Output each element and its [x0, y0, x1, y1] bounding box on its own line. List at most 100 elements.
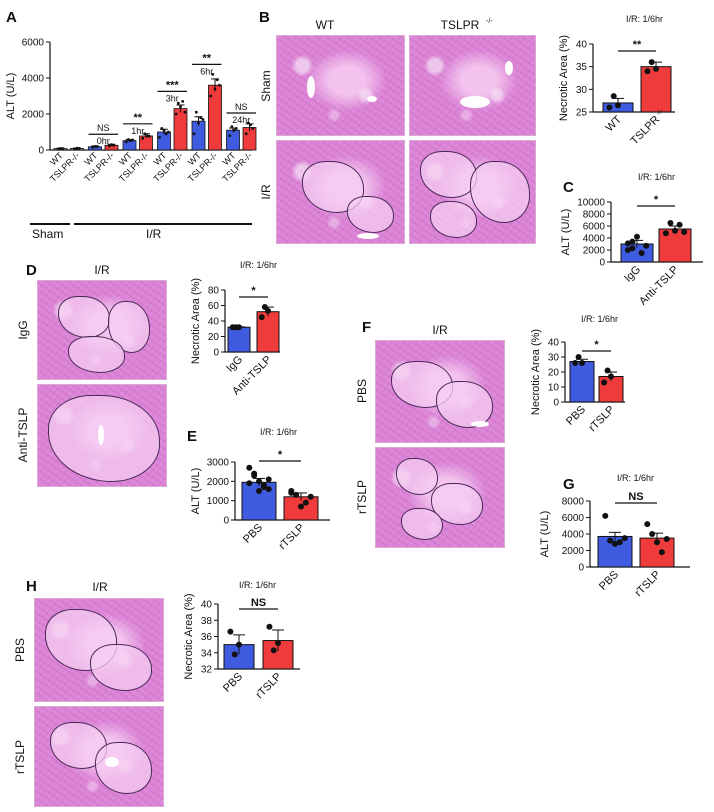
- e-data-point: [246, 480, 253, 487]
- a-data-point: [251, 126, 255, 130]
- b-category-sup: -/-: [655, 107, 665, 117]
- a-data-point: [56, 147, 60, 151]
- group-label-ir: I/R: [146, 227, 162, 241]
- h-header: I/R: [92, 580, 108, 594]
- d-data-point: [265, 307, 271, 314]
- f-row2: rTSLP: [355, 480, 369, 514]
- c-ytick-label: 6000: [583, 222, 606, 233]
- e-category-label: PBS: [241, 522, 265, 546]
- g-data-point: [644, 521, 651, 528]
- a-data-point: [129, 139, 133, 143]
- b-col-wt: WT: [316, 18, 335, 32]
- f-y-label: Necrotic Area (%): [530, 329, 542, 415]
- b-data-point: [606, 104, 613, 111]
- f-bar: [569, 361, 595, 403]
- a-data-point: [197, 121, 200, 125]
- c-category-label: IgG: [622, 264, 643, 285]
- b-category-label: TSLPR: [629, 114, 663, 148]
- h-data-point: [227, 628, 234, 635]
- h-sig-label: NS: [251, 597, 266, 609]
- histology-b-ko-sham: [409, 35, 536, 136]
- panel-letter-a: A: [6, 9, 17, 26]
- e-data-point: [246, 464, 253, 471]
- c-ytick-label: 8000: [583, 210, 606, 221]
- a-sig-label: NS: [235, 102, 248, 112]
- a-timepoint-label: 6hr: [200, 66, 213, 76]
- a-data-point: [147, 134, 151, 138]
- a-data-point: [176, 101, 180, 105]
- g-data-point: [607, 537, 614, 544]
- e-chart-title: I/R: 1/6hr: [260, 427, 297, 437]
- f-ytick-label: 30: [548, 353, 560, 364]
- group-label-sham: Sham: [32, 227, 63, 241]
- g-data-point: [621, 535, 628, 542]
- h-ytick-label: 32: [201, 665, 213, 676]
- a-data-point: [249, 123, 253, 127]
- a-data-point: [230, 125, 234, 128]
- histology-h-pbs: [34, 598, 164, 702]
- e-data-point: [302, 499, 309, 506]
- c-y-label: ALT (U/L): [560, 209, 572, 256]
- c-ytick-label: 2000: [583, 246, 606, 257]
- a-data-point: [234, 126, 238, 130]
- a-data-point: [218, 83, 221, 87]
- a-data-point: [228, 134, 232, 138]
- d-sig-label: *: [251, 285, 256, 297]
- f-category-label: rTSLP: [587, 404, 618, 435]
- c-data-point: [624, 240, 631, 247]
- h-chart-title: I/R: 1/6hr: [239, 580, 276, 590]
- a-data-point: [112, 143, 116, 147]
- a-data-point: [199, 116, 203, 119]
- g-data-point: [654, 539, 660, 546]
- a-data-point: [107, 144, 111, 148]
- e-data-point: [260, 484, 267, 491]
- e-ytick-label: 2000: [207, 477, 230, 488]
- h-ytick-label: 36: [201, 632, 213, 643]
- c-ytick-label: 0: [599, 258, 605, 269]
- b-col-ko-sup: -/-: [486, 18, 493, 25]
- b-ytick-label: 40: [576, 40, 588, 51]
- b-col-ko: TSLPR: [441, 18, 480, 32]
- f-ytick-label: 10: [548, 383, 560, 394]
- a-data-point: [158, 136, 162, 139]
- a-data-point: [244, 132, 248, 136]
- d-chart-title: I/R: 1/6hr: [240, 260, 277, 270]
- d-row2: Anti-TSLP: [16, 408, 30, 463]
- c-chart-title: I/R: 1/6hr: [638, 172, 675, 182]
- a-sig-label: NS: [97, 123, 110, 133]
- a-data-point: [174, 112, 178, 116]
- a-data-point: [247, 121, 250, 125]
- b-data-point: [615, 102, 621, 109]
- g-data-point: [663, 535, 670, 542]
- g-data-point: [658, 549, 665, 556]
- a-sig-label: ***: [166, 79, 180, 91]
- h-data-point: [266, 623, 273, 630]
- b-y-label: Necrotic Area (%): [558, 35, 570, 121]
- d-ytick-label: 60: [208, 301, 220, 312]
- c-sig-label: *: [654, 194, 659, 206]
- h-data-point: [231, 651, 238, 658]
- a-data-point: [61, 147, 65, 150]
- h-row1: PBS: [13, 638, 27, 662]
- h-y-label: Necrotic Area (%): [183, 593, 195, 679]
- h-row2: rTSLP: [13, 740, 27, 774]
- a-data-point: [110, 143, 113, 147]
- a-ytick-label: 0: [38, 146, 44, 157]
- panel-letter-f: F: [362, 319, 371, 336]
- e-ytick-label: 3000: [207, 458, 230, 469]
- f-data-point: [579, 360, 585, 366]
- a-data-point: [143, 132, 147, 136]
- histology-f-pbs: [375, 340, 505, 443]
- panel-letter-h: H: [26, 578, 37, 595]
- a-data-point: [91, 145, 95, 149]
- g-ytick-label: 6000: [562, 513, 585, 524]
- d-data-point: [258, 314, 265, 321]
- b-row-ir: I/R: [259, 184, 273, 200]
- panel-letter-e: E: [187, 428, 197, 445]
- f-data-point: [608, 373, 614, 380]
- histology-d-anti-tslp: [37, 384, 167, 487]
- e-data-point: [293, 491, 300, 498]
- a-data-point: [232, 128, 236, 132]
- c-data-point: [667, 220, 674, 226]
- e-ytick-label: 0: [223, 516, 229, 527]
